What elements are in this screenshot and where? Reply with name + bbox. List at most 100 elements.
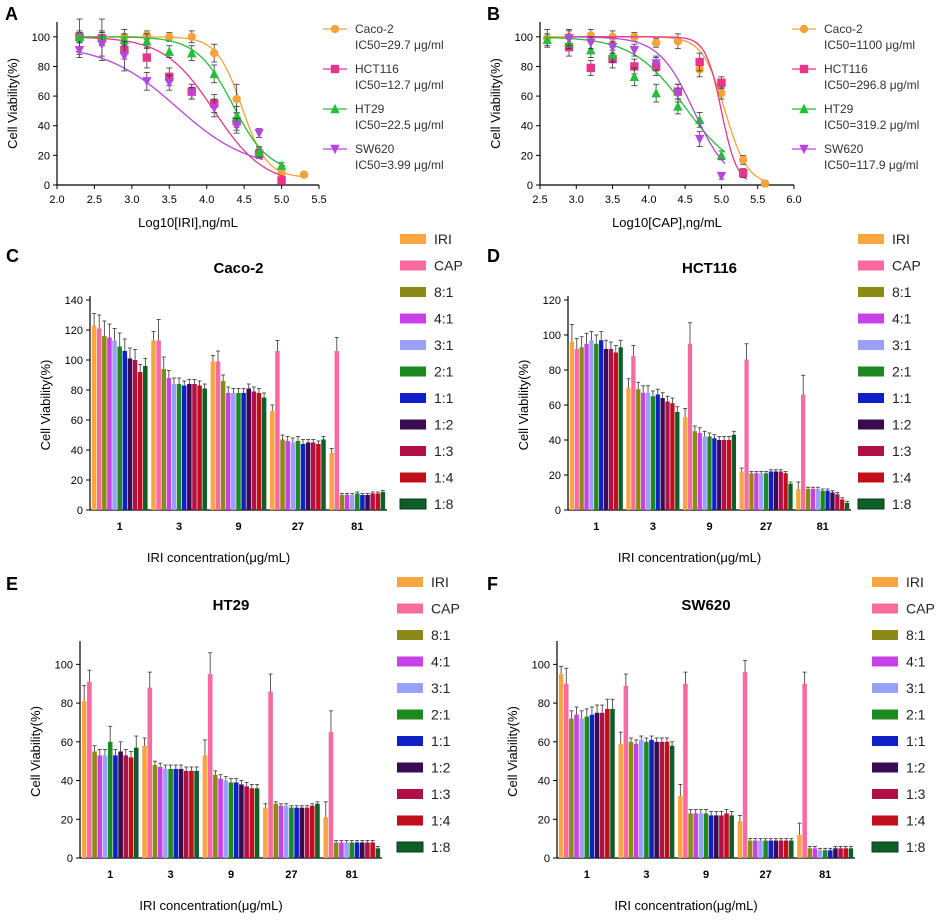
bar bbox=[649, 739, 654, 858]
legend-swatch bbox=[396, 841, 424, 853]
bar bbox=[835, 494, 840, 510]
data-point bbox=[74, 45, 85, 56]
y-tick-label: 140 bbox=[65, 295, 83, 307]
legend-label: 1:3 bbox=[431, 786, 451, 802]
panel-letter: A bbox=[5, 4, 18, 24]
legend-label: IRI bbox=[431, 574, 449, 590]
y-tick-label: 0 bbox=[67, 853, 73, 865]
bar bbox=[102, 755, 108, 858]
y-tick-label: 60 bbox=[538, 737, 550, 749]
bar bbox=[665, 401, 670, 510]
legend-marker bbox=[330, 144, 340, 155]
bar bbox=[91, 325, 97, 510]
bar bbox=[618, 743, 623, 858]
bar bbox=[737, 821, 743, 858]
data-point bbox=[673, 37, 683, 46]
legend-entry: 1:1 bbox=[400, 390, 454, 406]
data-point bbox=[164, 46, 174, 56]
bar bbox=[231, 393, 236, 510]
bar bbox=[744, 359, 749, 510]
bar bbox=[820, 490, 825, 510]
bar bbox=[220, 381, 226, 510]
bar bbox=[254, 788, 260, 858]
legend-name: SW620 bbox=[824, 142, 864, 156]
fit-curve bbox=[565, 36, 726, 165]
bar bbox=[268, 691, 273, 858]
bar bbox=[333, 842, 339, 858]
legend-entry: 1:8 bbox=[399, 496, 454, 512]
y-tick-label: 60 bbox=[71, 415, 83, 427]
bar bbox=[682, 417, 688, 510]
bar bbox=[641, 392, 646, 510]
category-group-3 bbox=[626, 345, 680, 510]
bar bbox=[132, 360, 138, 510]
y-tick-label: 60 bbox=[38, 91, 50, 103]
series-ht29 bbox=[74, 31, 287, 170]
bar bbox=[359, 842, 365, 858]
bar bbox=[299, 807, 305, 858]
panel-e-bar-chart: E HT29 0 20 40 60 80 100 Cell Viability(%) IRI co… bbox=[6, 574, 460, 913]
legend-entry: 8:1 bbox=[858, 284, 912, 300]
panel-letter: C bbox=[6, 246, 19, 266]
x-tick-label: 3.0 bbox=[569, 194, 584, 206]
bar bbox=[122, 351, 128, 510]
legend-swatch bbox=[400, 419, 426, 430]
category-group-1 bbox=[569, 324, 623, 510]
legend-entry: 1:2 bbox=[858, 417, 912, 433]
bar bbox=[584, 716, 590, 858]
bar bbox=[107, 741, 113, 858]
legend-entry: IRI bbox=[872, 574, 924, 590]
bar bbox=[754, 473, 759, 510]
bar bbox=[660, 398, 665, 510]
y-tick-label: 0 bbox=[544, 853, 550, 865]
legend-label: 4:1 bbox=[892, 311, 912, 327]
bar bbox=[758, 840, 763, 858]
x-axis-label: IRI concentration(μg/mL) bbox=[618, 550, 761, 565]
panel-a-dose-response: A 0 20 40 60 80 100 2.0 2.5 3.0 3.5 4.0 4.5 5.0 5.5 Log… bbox=[5, 4, 444, 230]
y-tick-label: 100 bbox=[532, 659, 550, 671]
data-point bbox=[651, 38, 661, 47]
bar bbox=[349, 842, 355, 858]
category-group-9 bbox=[682, 322, 737, 510]
bar bbox=[763, 840, 768, 858]
x-tick-label: 1 bbox=[107, 869, 113, 881]
legend-label: 1:2 bbox=[906, 760, 926, 776]
bar bbox=[202, 388, 207, 510]
y-tick-label: 80 bbox=[38, 61, 50, 73]
bar bbox=[830, 492, 835, 510]
bar bbox=[261, 397, 267, 510]
legend-swatch bbox=[871, 841, 899, 853]
bar bbox=[608, 349, 614, 510]
data-point bbox=[629, 45, 640, 56]
data-point bbox=[277, 176, 286, 185]
bar bbox=[797, 834, 802, 858]
y-tick-label: 40 bbox=[538, 776, 550, 788]
bar bbox=[152, 765, 158, 858]
x-axis-label: IRI concentration(μg/mL) bbox=[614, 898, 757, 913]
bar bbox=[275, 351, 280, 510]
y-tick-label: 60 bbox=[549, 400, 561, 412]
bar bbox=[344, 842, 349, 858]
x-tick-label: 9 bbox=[235, 521, 241, 533]
bar bbox=[147, 687, 153, 858]
bar bbox=[645, 392, 651, 510]
bar bbox=[693, 813, 698, 858]
bar bbox=[817, 850, 823, 858]
bar bbox=[712, 438, 717, 510]
bar bbox=[118, 751, 123, 858]
legend-swatch bbox=[858, 313, 884, 324]
legend-entry: 1:8 bbox=[396, 839, 451, 855]
panel-letter: B bbox=[487, 4, 500, 24]
bar bbox=[717, 440, 722, 510]
bar bbox=[773, 471, 778, 510]
legend-entry: 1:8 bbox=[871, 839, 926, 855]
legend-label: CAP bbox=[906, 601, 935, 617]
y-tick-label: 0 bbox=[555, 505, 561, 517]
data-point bbox=[695, 57, 704, 67]
bar bbox=[355, 493, 360, 510]
legend-label: 4:1 bbox=[434, 311, 454, 327]
bar bbox=[273, 803, 279, 858]
series-sw620 bbox=[74, 31, 264, 161]
category-group-9 bbox=[210, 350, 267, 510]
bar bbox=[123, 755, 129, 858]
